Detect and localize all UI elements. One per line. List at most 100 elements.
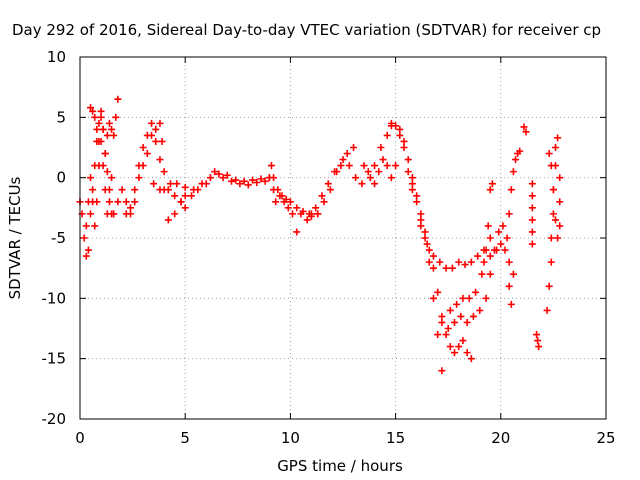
data-point-plus: [469, 312, 477, 320]
series-arc-e: [122, 119, 189, 218]
data-point-plus: [303, 216, 311, 224]
data-point-plus: [547, 258, 555, 266]
data-point-plus: [413, 198, 421, 206]
y-tick-label: -20: [42, 410, 67, 428]
data-point-plus: [152, 137, 160, 145]
data-point-plus: [314, 210, 322, 218]
data-point-plus: [534, 337, 542, 345]
data-point-plus: [387, 119, 395, 127]
x-tick-label: 25: [596, 429, 615, 447]
data-point-plus: [345, 162, 353, 170]
data-point-plus: [461, 261, 469, 269]
data-point-plus: [181, 192, 189, 200]
data-point-plus: [528, 204, 536, 212]
data-point-plus: [156, 156, 164, 164]
x-tick-label: 20: [491, 429, 510, 447]
data-point-plus: [535, 343, 543, 351]
data-point-plus: [215, 170, 223, 178]
data-point-plus: [459, 337, 467, 345]
data-point-plus: [444, 325, 452, 332]
data-point-plus: [135, 174, 143, 182]
data-point-plus: [173, 180, 181, 188]
data-point-plus: [549, 186, 557, 194]
data-point-plus: [505, 282, 513, 290]
data-point-plus: [253, 178, 261, 186]
data-point-plus: [101, 150, 109, 158]
data-point-plus: [417, 222, 425, 230]
data-point-plus: [528, 192, 536, 200]
data-point-plus: [352, 174, 360, 182]
data-point-plus: [556, 222, 564, 230]
data-point-plus: [478, 270, 486, 278]
grid-lines: [80, 57, 606, 419]
data-point-plus: [122, 198, 130, 206]
data-point-plus: [103, 168, 111, 176]
data-point-plus: [547, 234, 555, 242]
data-point-plus: [396, 125, 404, 133]
data-point-plus: [528, 216, 536, 224]
data-point-plus: [383, 162, 391, 170]
data-point-plus: [350, 144, 358, 151]
data-point-plus: [455, 343, 463, 351]
data-point-plus: [472, 288, 480, 296]
data-point-plus: [463, 349, 471, 357]
data-point-plus: [82, 222, 90, 230]
data-point-plus: [105, 119, 113, 127]
data-point-plus: [499, 222, 507, 230]
data-point-plus: [91, 222, 99, 230]
data-point-plus: [97, 107, 105, 115]
data-point-plus: [396, 131, 404, 139]
data-point-plus: [91, 113, 99, 121]
data-point-plus: [482, 246, 490, 254]
data-point-plus: [272, 198, 280, 206]
data-point-plus: [105, 186, 113, 194]
data-point-plus: [442, 264, 450, 272]
data-point-plus: [528, 180, 536, 188]
data-point-plus: [507, 300, 515, 308]
data-point-plus: [457, 312, 465, 320]
data-point-plus: [417, 216, 425, 224]
data-point-plus: [108, 174, 116, 182]
data-point-plus: [112, 113, 120, 121]
series-arc-m: [408, 174, 475, 363]
series-arc-g: [150, 170, 265, 194]
data-point-plus: [413, 192, 421, 200]
data-point-plus: [528, 240, 536, 248]
data-point-plus: [333, 168, 341, 176]
data-point-plus: [339, 156, 347, 164]
data-point-plus: [82, 252, 90, 260]
data-point-plus: [497, 240, 505, 248]
data-point-plus: [371, 162, 379, 170]
data-point-plus: [465, 294, 473, 302]
data-point-plus: [522, 128, 530, 136]
data-point-plus: [274, 186, 282, 194]
series-arc-n: [417, 222, 494, 272]
data-point-plus: [87, 104, 95, 112]
data-point-plus: [358, 180, 366, 188]
data-point-plus: [93, 198, 101, 206]
data-point-plus: [436, 258, 444, 266]
data-point-plus: [160, 186, 168, 194]
data-point-plus: [343, 150, 351, 158]
data-point-plus: [505, 210, 513, 218]
x-tick-label: 15: [386, 429, 405, 447]
data-point-plus: [495, 228, 503, 236]
data-point-plus: [244, 181, 252, 189]
data-point-plus: [446, 306, 454, 314]
data-point-plus: [556, 198, 564, 206]
data-point-plus: [324, 180, 332, 188]
series-arc-o: [438, 222, 507, 332]
data-point-plus: [438, 312, 446, 320]
data-point-plus: [143, 131, 151, 139]
data-point-plus: [467, 355, 475, 363]
data-point-plus: [135, 162, 143, 170]
data-point-plus: [455, 258, 463, 266]
data-point-plus: [148, 119, 156, 127]
data-point-plus: [95, 137, 103, 145]
data-point-plus: [307, 212, 315, 220]
data-point-plus: [453, 300, 461, 308]
data-point-plus: [476, 306, 484, 314]
data-point-plus: [105, 198, 113, 206]
data-point-plus: [404, 168, 412, 176]
data-point-plus: [150, 180, 158, 188]
